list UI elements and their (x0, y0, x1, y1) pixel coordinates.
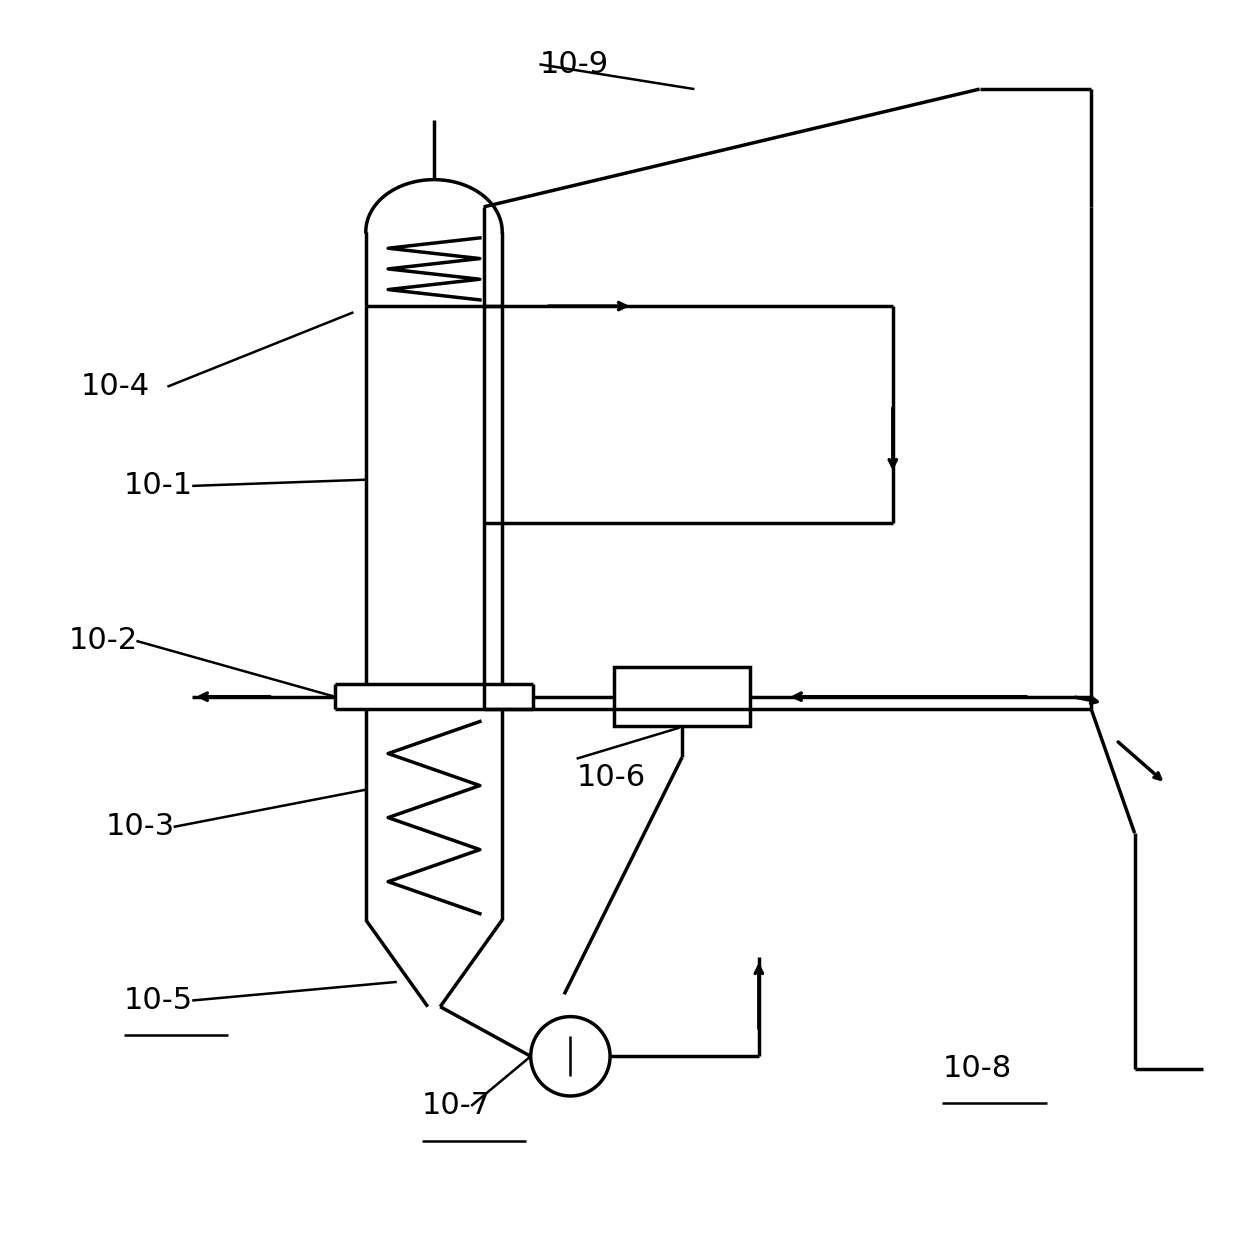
Text: 10-4: 10-4 (81, 372, 150, 401)
Text: 10-3: 10-3 (105, 812, 175, 841)
Bar (614, 667, 750, 727)
Text: 10-6: 10-6 (577, 763, 646, 792)
Text: 10-7: 10-7 (422, 1091, 491, 1120)
Text: 10-8: 10-8 (942, 1055, 1012, 1084)
Text: 10-5: 10-5 (124, 985, 193, 1014)
Text: 10-2: 10-2 (68, 626, 138, 655)
Text: 10-9: 10-9 (539, 50, 609, 79)
Text: 10-1: 10-1 (124, 471, 193, 500)
